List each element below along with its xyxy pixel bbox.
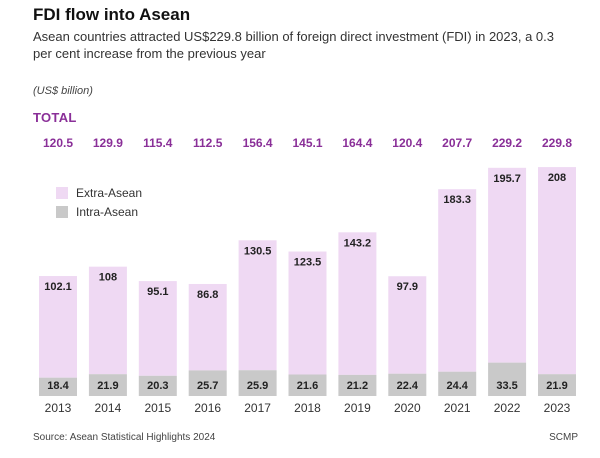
x-tick-label-2020: 2020 (394, 401, 421, 415)
x-tick-label-2021: 2021 (444, 401, 471, 415)
bar-intra-asean-2018 (288, 374, 327, 396)
x-tick-label-2022: 2022 (494, 401, 521, 415)
data-label-extra-asean-2013: 102.1 (44, 281, 72, 293)
bar-extra-asean-2017 (238, 240, 277, 371)
bar-extra-asean-2015 (138, 281, 177, 376)
bar-extra-asean-2013 (39, 276, 77, 378)
bar-intra-asean-2017 (238, 370, 277, 396)
data-label-intra-asean-2022: 33.5 (496, 380, 517, 392)
data-label-intra-asean-2013: 18.4 (47, 380, 69, 392)
total-label: TOTAL (33, 110, 77, 125)
bar-extra-asean-2019 (338, 232, 377, 375)
x-tick-label-2018: 2018 (294, 401, 321, 415)
source-note: Source: Asean Statistical Highlights 202… (33, 432, 216, 443)
legend-swatch-extra-asean (56, 186, 68, 199)
bar-extra-asean-2021 (438, 189, 477, 372)
bar-intra-asean-2016 (188, 370, 227, 396)
chart-subtitle: Asean countries attracted US$229.8 billi… (33, 29, 555, 61)
total-value-2018: 145.1 (292, 136, 322, 150)
data-label-extra-asean-2022: 195.7 (493, 173, 521, 185)
data-label-extra-asean-2023: 208 (548, 172, 566, 184)
legend-label-intra-asean: Intra-Asean (76, 204, 139, 219)
legend-label-extra-asean: Extra-Asean (76, 185, 143, 200)
total-value-2013: 120.5 (43, 136, 73, 150)
data-label-extra-asean-2019: 143.2 (344, 237, 372, 249)
x-tick-label-2019: 2019 (344, 401, 371, 415)
total-value-2022: 229.2 (492, 136, 522, 150)
data-label-extra-asean-2015: 95.1 (147, 286, 168, 298)
total-value-2015: 115.4 (143, 136, 173, 150)
bar-intra-asean-2015 (138, 375, 177, 396)
x-tick-label-2013: 2013 (45, 401, 72, 415)
bar-extra-asean-2014 (88, 266, 127, 375)
total-value-2020: 120.4 (392, 136, 422, 150)
x-tick-label-2016: 2016 (194, 401, 221, 415)
data-label-intra-asean-2020: 22.4 (397, 380, 419, 392)
x-tick-label-2015: 2015 (144, 401, 171, 415)
bar-intra-asean-2021 (438, 371, 477, 396)
bar-intra-asean-2020 (388, 373, 427, 396)
bar-extra-asean-2016 (188, 283, 227, 371)
x-tick-label-2017: 2017 (244, 401, 271, 415)
bar-extra-asean-2020 (388, 276, 427, 374)
data-label-extra-asean-2020: 97.9 (397, 281, 418, 293)
bar-intra-asean-2023 (538, 374, 576, 396)
data-label-extra-asean-2016: 86.8 (197, 289, 218, 301)
bar-intra-asean-2022 (488, 362, 527, 396)
total-value-2019: 164.4 (342, 136, 372, 150)
data-label-intra-asean-2019: 21.2 (347, 380, 368, 392)
data-label-intra-asean-2016: 25.7 (197, 380, 218, 392)
data-label-extra-asean-2018: 123.5 (294, 257, 322, 269)
data-label-intra-asean-2014: 21.9 (97, 380, 118, 392)
total-value-2017: 156.4 (243, 136, 273, 150)
data-label-extra-asean-2014: 108 (99, 272, 117, 284)
bar-extra-asean-2023 (538, 167, 576, 375)
legend-item-intra-asean: Intra-Asean (56, 202, 142, 221)
data-label-intra-asean-2018: 21.6 (297, 380, 318, 392)
legend-swatch-intra-asean (56, 205, 68, 218)
data-label-intra-asean-2015: 20.3 (147, 380, 168, 392)
chart-legend: Extra-Asean Intra-Asean (56, 183, 142, 221)
bar-extra-asean-2018 (288, 251, 327, 375)
data-label-intra-asean-2017: 25.9 (247, 380, 268, 392)
total-value-2016: 112.5 (193, 136, 223, 150)
data-label-intra-asean-2021: 24.4 (446, 380, 468, 392)
bar-intra-asean-2013 (39, 377, 77, 396)
bar-intra-asean-2014 (88, 374, 127, 396)
x-tick-label-2014: 2014 (95, 401, 122, 415)
units-label: (US$ billion) (33, 85, 93, 97)
legend-item-extra-asean: Extra-Asean (56, 183, 142, 202)
credit-note: SCMP (549, 432, 578, 443)
bar-extra-asean-2022 (488, 167, 527, 363)
x-tick-label-2023: 2023 (544, 401, 571, 415)
chart-title: FDI flow into Asean (33, 5, 191, 24)
bar-intra-asean-2019 (338, 374, 377, 396)
total-value-2023: 229.8 (542, 136, 572, 150)
total-value-2021: 207.7 (442, 136, 472, 150)
total-value-2014: 129.9 (93, 136, 123, 150)
data-label-intra-asean-2023: 21.9 (546, 380, 567, 392)
data-label-extra-asean-2017: 130.5 (244, 245, 272, 257)
data-label-extra-asean-2021: 183.3 (443, 194, 471, 206)
